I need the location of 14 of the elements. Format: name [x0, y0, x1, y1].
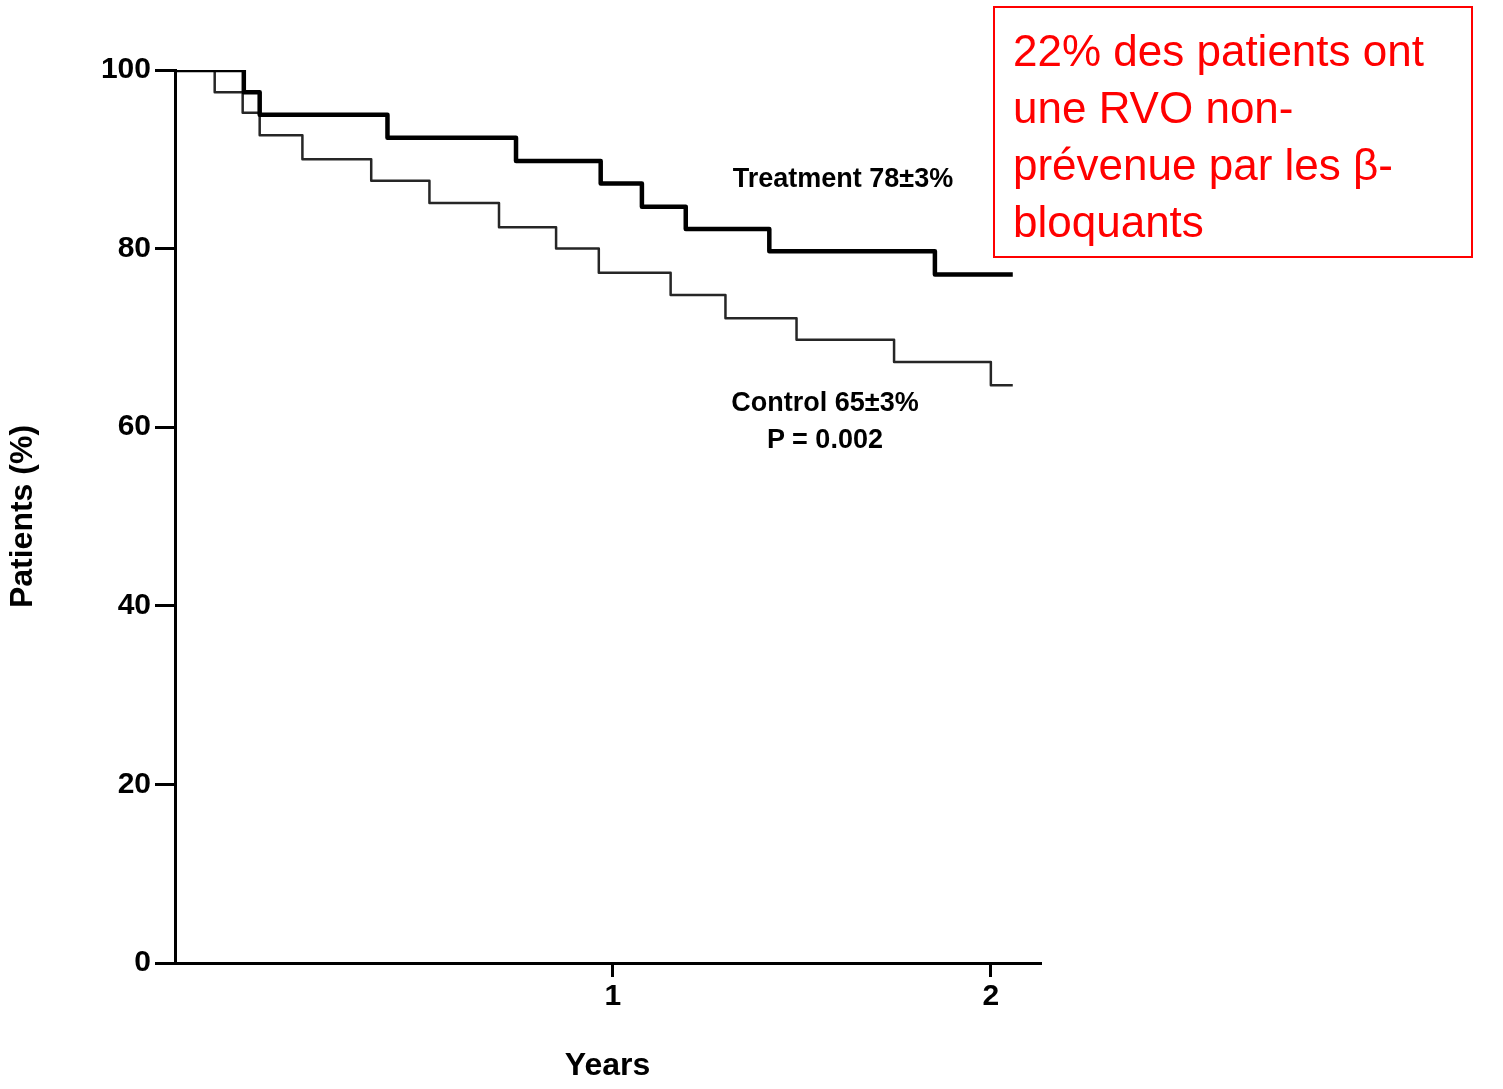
y-tick-label: 20: [117, 765, 151, 799]
x-tick-label: 1: [604, 978, 622, 1012]
annotation: P = 0.002: [767, 424, 883, 455]
x-axis-title: Years: [564, 1045, 651, 1082]
series-label: Control 65±3%: [731, 387, 919, 418]
y-tick-label: 100: [100, 51, 151, 85]
y-tick-label: 60: [117, 408, 151, 442]
y-tick-label: 0: [134, 944, 151, 978]
series-label: Treatment 78±3%: [732, 163, 954, 194]
y-axis-title: Patients (%): [3, 424, 40, 609]
annotation: 22% des patients ont une RVO non-prévenue par les β-bloquants: [993, 6, 1473, 258]
y-tick-label: 80: [117, 229, 151, 263]
x-tick-label: 2: [982, 978, 1000, 1012]
y-tick-label: 40: [117, 587, 151, 621]
